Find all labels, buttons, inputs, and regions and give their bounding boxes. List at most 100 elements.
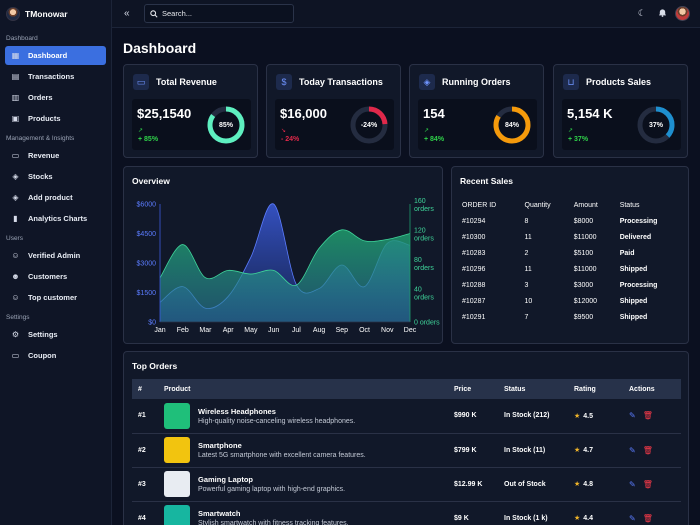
- moon-icon[interactable]: ☾: [637, 8, 646, 18]
- stat-card-today-transactions[interactable]: $ Today Transactions $16,000 ↘ - 24% -24%: [266, 64, 401, 158]
- stat-body: 154 ↗ + 84% 84%: [418, 99, 537, 150]
- recent-sales-column-header: ORDER ID: [462, 201, 497, 209]
- sidebar-item-label: Coupon: [28, 351, 57, 360]
- product-cell: Wireless Headphones High-quality noise-ca…: [158, 399, 448, 434]
- progress-ring-label: 37%: [648, 121, 663, 129]
- product-price: $9 K: [448, 501, 498, 525]
- product-cell: Gaming Laptop Powerful gaming laptop with…: [158, 467, 448, 502]
- stat-change: + 84%: [424, 136, 445, 143]
- stat-value: 5,154 K: [567, 106, 613, 121]
- product-thumbnail[interactable]: [164, 402, 190, 429]
- product-price: $799 K: [448, 433, 498, 468]
- table-row[interactable]: #10287 10 $12000 Shipped: [458, 293, 684, 309]
- sidebar-item-orders[interactable]: ▥ Orders: [5, 88, 106, 107]
- trash-icon[interactable]: 🗑: [642, 513, 653, 523]
- product-thumbnail[interactable]: [164, 437, 190, 463]
- product-name[interactable]: Wireless Headphones: [198, 406, 276, 416]
- series-line-1: [159, 229, 411, 287]
- row-actions: ✎ 🗑: [623, 467, 681, 502]
- stat-header: $ Today Transactions: [276, 74, 383, 90]
- order-status: Paid: [619, 249, 635, 257]
- edit-icon[interactable]: ✎: [629, 411, 636, 421]
- x-axis-tick-label: Jun: [268, 327, 279, 334]
- sidebar-item-dashboard[interactable]: ▦ Dashboard: [5, 46, 106, 65]
- stat-card-products-sales[interactable]: ⊔ Products Sales 5,154 K ↗ + 37% 37%: [553, 64, 688, 158]
- table-row[interactable]: #10296 11 $11000 Shipped: [458, 261, 684, 277]
- sidebar-item-stocks[interactable]: ◈ Stocks: [5, 167, 106, 186]
- rating-value: 4.5: [583, 412, 594, 420]
- order-amount: $3000: [573, 281, 594, 289]
- sidebar-item-revenue[interactable]: ▭ Revenue: [5, 146, 106, 165]
- product-thumbnail[interactable]: [164, 505, 190, 525]
- sidebar-item-top-customer[interactable]: ☺ Top customer: [5, 288, 106, 307]
- search-box[interactable]: [144, 4, 294, 23]
- sidebar-item-customers[interactable]: ☻ Customers: [5, 267, 106, 286]
- order-amount: $8000: [573, 217, 594, 225]
- cube-plus-icon: ◈: [12, 193, 19, 202]
- user-avatar[interactable]: [675, 6, 690, 21]
- trash-icon[interactable]: 🗑: [642, 411, 653, 421]
- stat-card-total-revenue[interactable]: ▭ Total Revenue $25,1540 ↗ + 85% 85%: [123, 64, 258, 158]
- order-status: Processing: [619, 281, 658, 289]
- sidebar-item-products[interactable]: ▣ Products: [5, 109, 106, 128]
- product-name[interactable]: Gaming Laptop: [198, 475, 253, 484]
- stat-card-running-orders[interactable]: ◈ Running Orders 154 ↗ + 84% 84%: [409, 64, 544, 158]
- order-status: Shipped: [619, 297, 648, 305]
- stat-value: 154: [423, 106, 445, 121]
- product-thumbnail[interactable]: [164, 471, 190, 497]
- table-row[interactable]: #10294 8 $8000 Processing: [458, 213, 684, 229]
- stock-status: In Stock (1 k): [498, 501, 568, 525]
- star-icon: ★: [574, 412, 581, 420]
- bell-icon[interactable]: [658, 8, 667, 19]
- progress-ring-label: 85%: [218, 121, 233, 129]
- table-row[interactable]: #2 Smartphone Latest 5G smartphone with ex…: [132, 433, 681, 468]
- order-id: #10296: [462, 265, 486, 273]
- stat-change: + 37%: [568, 136, 589, 143]
- x-axis-tick-label: Apr: [223, 327, 235, 334]
- x-axis-tick-label: Mar: [199, 327, 212, 334]
- trash-icon[interactable]: 🗑: [642, 445, 653, 455]
- table-row[interactable]: #10300 11 $11000 Delivered: [458, 229, 684, 245]
- right-axis-tick-label: 40 orders: [414, 287, 434, 302]
- trend-down-icon: ↘: [281, 128, 287, 134]
- order-rank: #3: [132, 467, 158, 502]
- sidebar-item-settings[interactable]: ⚙ Settings: [5, 325, 106, 344]
- order-quantity: 3: [524, 281, 529, 289]
- top-orders-title: Top Orders: [132, 361, 178, 371]
- progress-ring: [207, 106, 245, 144]
- sidebar-item-verified-admin[interactable]: ☺ Verified Admin: [5, 246, 106, 265]
- clipboard-icon: ▥: [11, 93, 20, 102]
- brand[interactable]: TMonowar: [0, 0, 111, 28]
- collapse-sidebar-icon[interactable]: «: [124, 8, 130, 19]
- sidebar-item-analytics-charts[interactable]: ▮ Analytics Charts: [5, 209, 106, 228]
- product-rating: ★ 4.5: [568, 399, 623, 434]
- table-row[interactable]: #10283 2 $5100 Paid: [458, 245, 684, 261]
- edit-icon[interactable]: ✎: [629, 445, 636, 455]
- search-input[interactable]: [162, 9, 282, 18]
- product-name[interactable]: Smartphone: [198, 441, 242, 450]
- table-row[interactable]: #10288 3 $3000 Processing: [458, 277, 684, 293]
- edit-icon[interactable]: ✎: [629, 513, 636, 523]
- sidebar-item-transactions[interactable]: ▤ Transactions: [5, 67, 106, 86]
- top-orders-column-header: Status: [504, 385, 526, 393]
- table-row[interactable]: #1 Wireless Headphones High-quality noise-…: [132, 399, 681, 434]
- card-icon: ▭: [133, 74, 149, 90]
- table-row[interactable]: #10291 7 $9500 Shipped: [458, 309, 684, 325]
- order-id: #10287: [462, 297, 486, 305]
- product-info: Smartphone Latest 5G smartphone with exce…: [164, 437, 448, 463]
- right-axis-tick-label: 0 orders: [414, 320, 440, 327]
- trash-icon[interactable]: 🗑: [642, 479, 653, 489]
- table-row[interactable]: #4 Smartwatch Stylish smartwatch with fitn…: [132, 501, 681, 525]
- product-name[interactable]: Smartwatch: [198, 509, 241, 518]
- table-row[interactable]: #3 Gaming Laptop Powerful gaming laptop wi…: [132, 467, 681, 502]
- order-rank: #1: [132, 399, 158, 434]
- sidebar-item-coupon[interactable]: ▭ Coupon: [5, 346, 106, 365]
- x-axis-tick-label: Aug: [313, 327, 326, 334]
- sidebar-item-add-product[interactable]: ◈ Add product: [5, 188, 106, 207]
- top-orders-card: Top Orders # Product Price Status Rating Acti…: [123, 351, 689, 525]
- right-axis-tick-label: 160 orders: [414, 198, 434, 213]
- edit-icon[interactable]: ✎: [629, 479, 636, 489]
- sidebar-section-title: Settings: [6, 314, 30, 321]
- stat-title: Products Sales: [586, 77, 652, 87]
- product-rating: ★ 4.8: [568, 467, 623, 502]
